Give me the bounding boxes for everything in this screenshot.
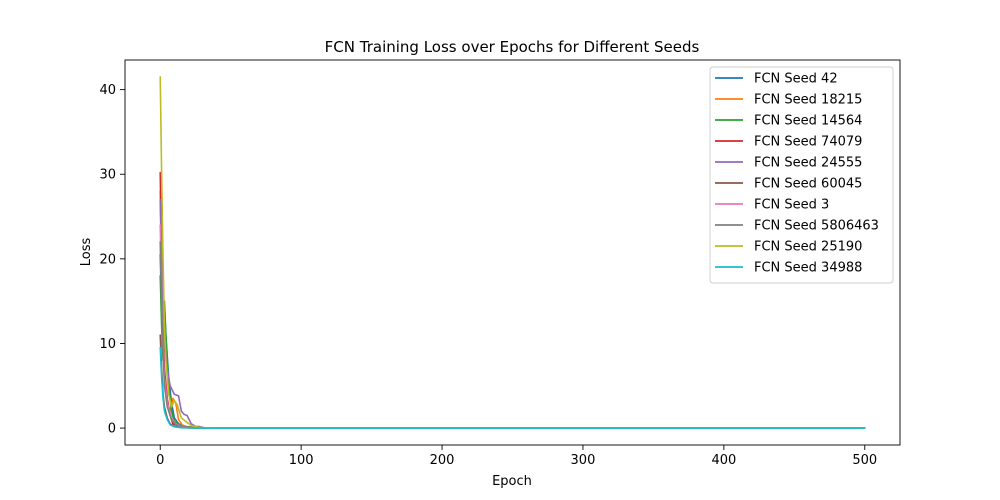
legend-entry-9: FCN Seed 25190 bbox=[754, 240, 862, 255]
chart-title: FCN Training Loss over Epochs for Differ… bbox=[325, 38, 700, 56]
x-tick-label: 200 bbox=[430, 453, 455, 468]
plot-frame bbox=[124, 59, 901, 446]
legend: FCN Seed 42 FCN Seed 18215 FCN Seed 14564 F… bbox=[709, 66, 894, 284]
y-tick-label: 20 bbox=[99, 252, 116, 267]
legend-entry-8: FCN Seed 5806463 bbox=[754, 219, 879, 234]
legend-entry-2: FCN Seed 18215 bbox=[754, 93, 862, 108]
x-tick-label: 500 bbox=[852, 453, 877, 468]
legend-entry-6: FCN Seed 60045 bbox=[754, 177, 862, 192]
legend-entry-10: FCN Seed 34988 bbox=[754, 261, 862, 276]
legend-box bbox=[709, 66, 894, 284]
series-line-10 bbox=[159, 346, 866, 429]
x-tick-label: 100 bbox=[289, 453, 314, 468]
x-axis-label: Epoch bbox=[492, 474, 532, 489]
series-line-9 bbox=[159, 76, 866, 429]
legend-entry-1: FCN Seed 42 bbox=[754, 72, 838, 87]
legend-entry-7: FCN Seed 3 bbox=[754, 198, 829, 213]
x-tick-label: 0 bbox=[156, 453, 164, 468]
y-axis: 0 10 20 30 40 bbox=[99, 83, 125, 437]
y-tick-label: 40 bbox=[99, 83, 116, 98]
x-tick-label: 300 bbox=[571, 453, 596, 468]
y-tick-label: 10 bbox=[99, 337, 116, 352]
legend-entry-3: FCN Seed 14564 bbox=[754, 114, 862, 129]
legend-entry-5: FCN Seed 24555 bbox=[754, 156, 862, 171]
x-axis: 0 100 200 300 400 500 bbox=[156, 445, 877, 468]
y-axis-label: Loss bbox=[79, 238, 94, 267]
x-tick-label: 400 bbox=[711, 453, 736, 468]
y-tick-label: 30 bbox=[99, 168, 116, 183]
plot-area bbox=[159, 76, 866, 429]
y-tick-label: 0 bbox=[108, 422, 116, 437]
legend-entry-4: FCN Seed 74079 bbox=[754, 135, 862, 150]
